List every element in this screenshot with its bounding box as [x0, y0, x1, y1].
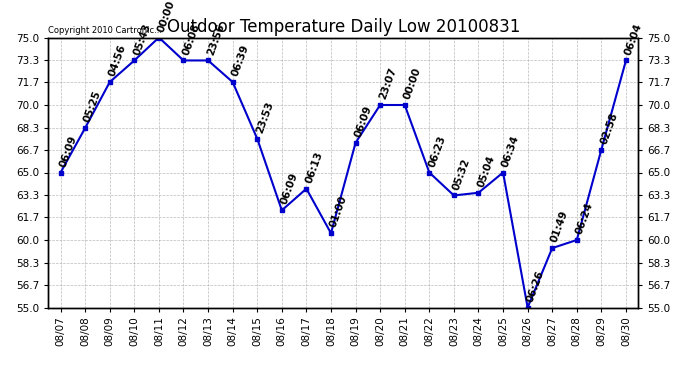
Text: 06:09: 06:09 [279, 172, 299, 206]
Text: 06:09: 06:09 [58, 134, 79, 168]
Text: 06:34: 06:34 [500, 134, 521, 168]
Text: 06:08: 06:08 [181, 22, 201, 56]
Text: 06:24: 06:24 [574, 201, 595, 236]
Text: 06:23: 06:23 [426, 134, 447, 168]
Text: 23:07: 23:07 [377, 66, 398, 101]
Text: 06:13: 06:13 [304, 150, 324, 184]
Text: 06:26: 06:26 [525, 269, 546, 303]
Text: 06:39: 06:39 [230, 44, 250, 78]
Text: 06:09: 06:09 [353, 104, 373, 139]
Text: 00:00: 00:00 [156, 0, 177, 33]
Text: 05:32: 05:32 [451, 157, 472, 191]
Text: Copyright 2010 Cartronic...: Copyright 2010 Cartronic... [48, 26, 162, 35]
Text: 01:49: 01:49 [549, 209, 570, 244]
Title: Outdoor Temperature Daily Low 20100831: Outdoor Temperature Daily Low 20100831 [166, 18, 520, 36]
Text: 05:43: 05:43 [132, 22, 152, 56]
Text: 01:00: 01:00 [328, 195, 349, 229]
Text: 05:04: 05:04 [475, 154, 497, 189]
Text: 05:25: 05:25 [82, 89, 103, 124]
Text: 23:56: 23:56 [206, 22, 226, 56]
Text: 04:56: 04:56 [107, 43, 128, 78]
Text: 06:04: 06:04 [623, 22, 644, 56]
Text: 02:58: 02:58 [599, 111, 620, 146]
Text: 00:00: 00:00 [402, 66, 423, 101]
Text: 23:53: 23:53 [255, 100, 275, 135]
